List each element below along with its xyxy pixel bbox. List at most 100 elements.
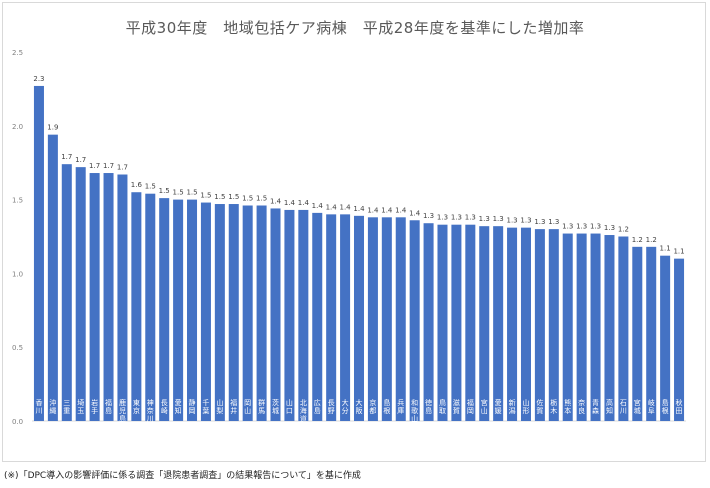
data-label: 1.4: [381, 206, 393, 214]
bar: [423, 223, 434, 421]
category-label-char: 三: [63, 399, 70, 407]
data-label: 1.7: [103, 162, 114, 170]
bar: [367, 217, 378, 421]
data-label: 1.1: [673, 248, 684, 256]
data-label: 1.3: [437, 214, 448, 222]
category-label-char: 川: [35, 407, 42, 415]
category-label-char: 知: [175, 406, 182, 415]
category-label-char: 岡: [244, 399, 251, 407]
bar: [576, 233, 587, 421]
bar: [604, 235, 615, 421]
data-label: 1.3: [465, 214, 476, 222]
category-label-char: 野: [328, 407, 335, 415]
y-tick-label: 2.0: [12, 123, 23, 131]
category-label-char: 根: [383, 406, 390, 415]
category-label-char: 手: [91, 406, 98, 415]
category-label-char: 長: [161, 399, 168, 407]
category-label-char: 大: [342, 398, 349, 407]
category-label-char: 岩: [91, 398, 98, 407]
data-label: 1.3: [604, 224, 615, 232]
category-label-char: 兵: [397, 398, 404, 407]
category-label-char: 島: [662, 398, 669, 407]
y-tick-label: 2.5: [12, 49, 23, 57]
data-label: 1.4: [353, 205, 365, 213]
bar: [214, 204, 225, 421]
category-label-char: 熊: [564, 398, 571, 407]
bar: [590, 233, 601, 421]
data-label: 1.4: [367, 206, 379, 214]
category-label-char: 山: [286, 398, 293, 407]
bar: [548, 229, 559, 421]
category-label-char: 福: [467, 398, 474, 407]
category-label-char: 賀: [453, 406, 460, 415]
category-label-char: 茨: [272, 398, 279, 407]
footnote: (※)「DPC導入の影響評価に係る調査「退院患者調査」の結果報告について」を基に…: [4, 471, 361, 481]
bar: [103, 173, 114, 421]
bar: [117, 174, 128, 421]
category-label-char: 佐: [536, 398, 543, 407]
bar: [326, 214, 337, 421]
data-label: 1.7: [61, 153, 72, 161]
category-label-char: 阜: [648, 406, 655, 415]
data-label: 1.5: [214, 193, 225, 201]
category-label-char: 良: [578, 406, 585, 415]
bar: [312, 212, 323, 421]
bar: [47, 134, 58, 421]
category-label-char: 秋: [676, 398, 683, 407]
category-label-char: 道: [300, 414, 307, 423]
category-label-char: 埼: [77, 398, 84, 407]
category-label-char: 宮: [634, 398, 641, 407]
bar: [173, 199, 184, 421]
bar: [409, 220, 420, 421]
category-label-char: 阪: [356, 406, 363, 415]
bar: [187, 199, 198, 421]
category-label-char: 潟: [509, 406, 516, 415]
data-label: 1.3: [590, 223, 601, 231]
bar: [270, 208, 281, 421]
category-label-char: 馬: [258, 407, 265, 415]
data-label: 1.4: [340, 203, 352, 211]
data-label: 1.1: [660, 245, 671, 253]
category-label-char: 和: [411, 398, 418, 407]
category-label-char: 群: [258, 398, 265, 407]
category-label-char: 庫: [397, 406, 404, 415]
data-label: 1.3: [479, 215, 490, 223]
data-label: 1.2: [646, 236, 657, 244]
data-label: 1.3: [548, 218, 559, 226]
category-label-char: 京: [369, 398, 376, 407]
category-label-char: 大: [356, 398, 363, 407]
bar: [632, 246, 643, 421]
data-label: 1.3: [534, 218, 545, 226]
category-label-char: 分: [342, 406, 349, 415]
category-label-char: 木: [550, 406, 557, 415]
category-label-char: 岡: [467, 407, 474, 415]
category-label-char: 海: [300, 406, 307, 415]
data-label: 1.2: [618, 226, 629, 234]
data-label: 1.5: [173, 189, 184, 197]
category-label-char: 口: [286, 407, 293, 415]
category-label-char: 島: [119, 414, 126, 423]
category-label-char: 青: [592, 398, 599, 407]
bar: [479, 226, 490, 421]
category-label-char: 愛: [175, 398, 182, 407]
y-tick-label: 0.0: [12, 418, 23, 426]
bar: [340, 214, 351, 421]
category-label-char: 梨: [216, 406, 223, 415]
category-label-char: 島: [383, 398, 390, 407]
category-label-char: 葉: [202, 406, 209, 415]
bar: [145, 193, 156, 421]
data-label: 1.4: [395, 206, 407, 214]
y-tick-label: 0.5: [12, 344, 23, 352]
bar: [284, 209, 295, 421]
category-label-char: 知: [606, 406, 613, 415]
category-label-char: 取: [439, 407, 446, 415]
bar: [381, 217, 392, 421]
data-label: 1.7: [117, 164, 128, 172]
category-label-char: 鹿: [119, 398, 126, 407]
category-label-char: 宮: [481, 398, 488, 407]
category-label-char: 城: [634, 407, 641, 415]
category-label-char: 高: [606, 398, 613, 407]
chart-title: 平成30年度 地域包括ケア病棟 平成28年度を基準にした増加率: [125, 19, 585, 37]
category-label-char: 新: [509, 398, 516, 407]
